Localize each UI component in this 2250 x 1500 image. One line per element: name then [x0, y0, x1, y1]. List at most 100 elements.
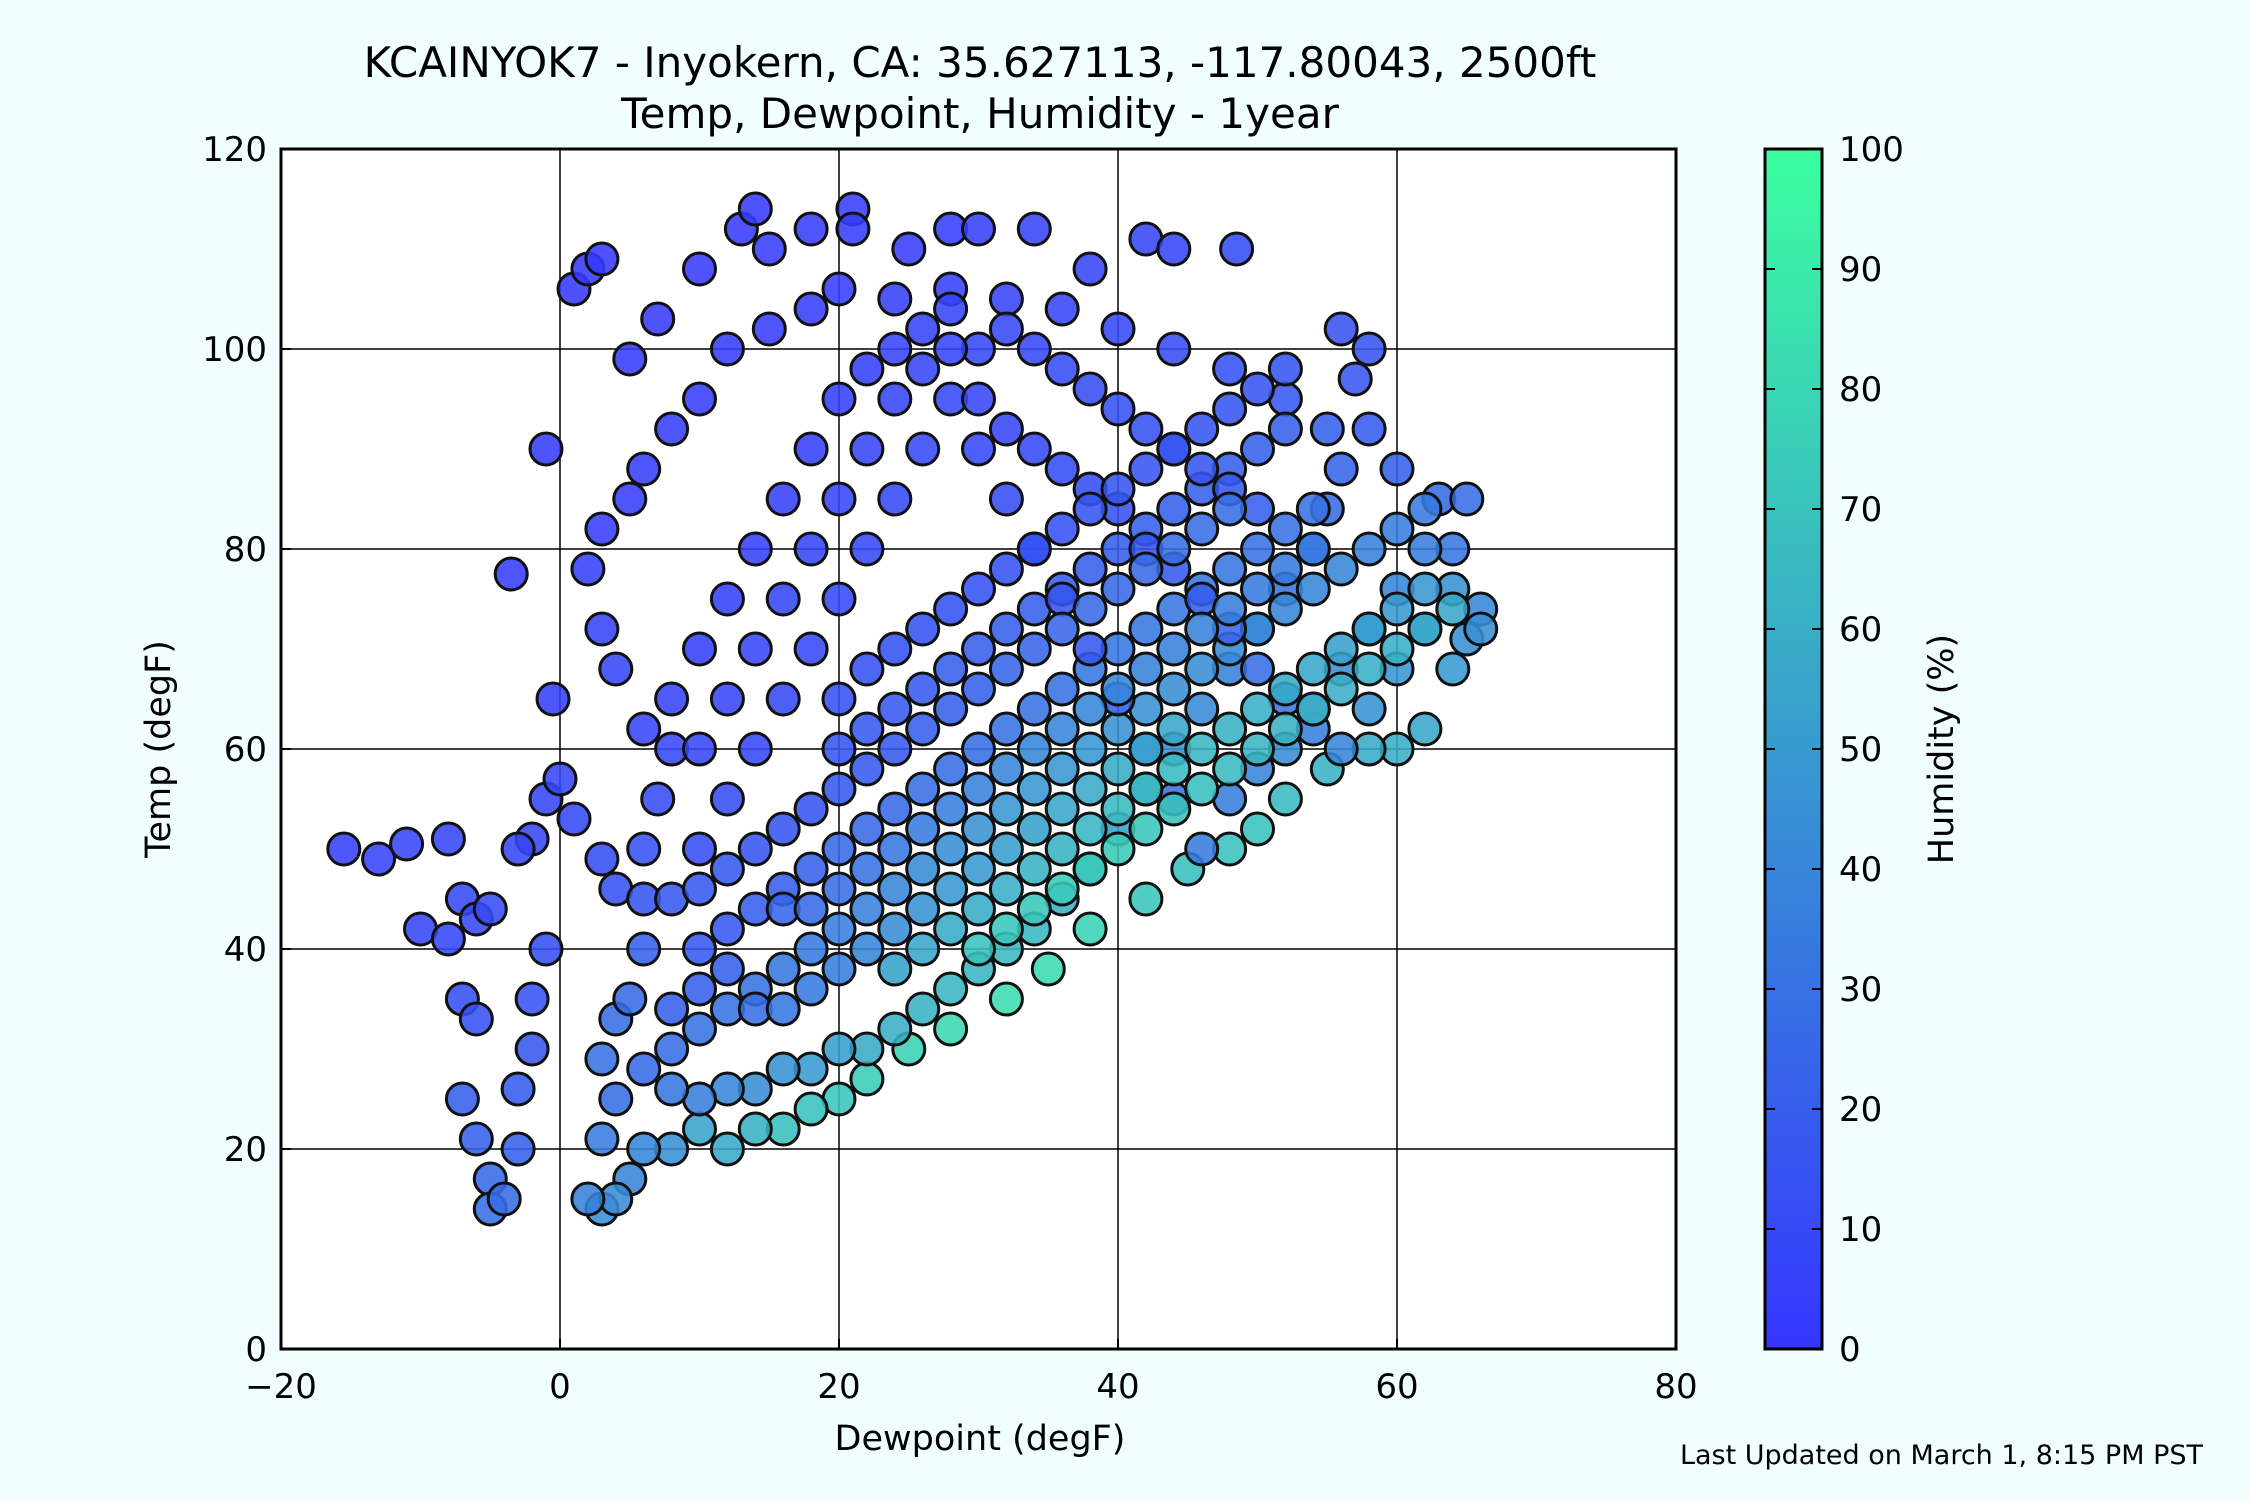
scatter-point-228	[1100, 391, 1136, 427]
scatter-point-323	[1128, 731, 1164, 767]
scatter-point-307	[1184, 511, 1220, 547]
scatter-point-374	[1212, 751, 1248, 787]
scatter-point-157	[988, 791, 1024, 827]
scatter-point-19	[514, 981, 550, 1017]
scatter-point-47	[1072, 251, 1108, 287]
scatter-point-136	[877, 1011, 913, 1047]
scatter-point-337	[1100, 671, 1136, 707]
scatter-point-161	[1100, 711, 1136, 747]
scatter-point-102	[612, 481, 648, 517]
scatter-point-243	[905, 311, 941, 347]
scatter-point-99	[584, 611, 620, 647]
scatter-point-76	[849, 1061, 885, 1097]
scatter-point-293	[793, 791, 829, 827]
scatter-point-338	[1128, 651, 1164, 687]
scatter-point-270	[849, 431, 885, 467]
scatter-point-150	[793, 931, 829, 967]
scatter-point-273	[933, 331, 969, 367]
scatter-point-62	[1407, 711, 1443, 747]
scatter-point-247	[1016, 431, 1052, 467]
scatter-point-176	[905, 771, 941, 807]
scatter-point-313	[849, 931, 885, 967]
scatter-point-290	[1407, 531, 1443, 567]
scatter-point-341	[1212, 591, 1248, 627]
y-axis-ticks: 0 20 40 60 80 100 120	[202, 130, 291, 1370]
scatter-point-135	[905, 991, 941, 1027]
scatter-point-258	[1323, 731, 1359, 767]
scatter-point-263	[1463, 611, 1499, 647]
scatter-point-168	[1295, 571, 1331, 607]
scatter-point-174	[849, 811, 885, 847]
scatter-point-179	[988, 711, 1024, 747]
scatter-point-327	[821, 871, 857, 907]
scatter-point-297	[905, 711, 941, 747]
scatter-point-190	[1295, 491, 1331, 527]
scatter-point-84	[626, 1131, 662, 1167]
scatter-point-315	[905, 891, 941, 927]
scatter-point-169	[1323, 551, 1359, 587]
colorbar-tick-label-2: 20	[1839, 1090, 1882, 1130]
scatter-point-229	[1128, 411, 1164, 447]
scatter-point-22	[500, 831, 536, 867]
scatter-point-218	[821, 581, 857, 617]
scatter-point-332	[961, 771, 996, 807]
scatter-point-201	[961, 631, 996, 667]
scatter-point-298	[933, 691, 969, 727]
scatter-point-89	[584, 1121, 620, 1157]
scatter-point-177	[933, 751, 969, 787]
scatter-point-267	[765, 581, 801, 617]
scatter-point-340	[1184, 611, 1220, 647]
scatter-point-4	[430, 821, 466, 857]
scatter-point-379	[1351, 651, 1387, 687]
scatter-point-382	[1435, 591, 1471, 627]
scatter-point-49	[1156, 231, 1192, 267]
y-axis-label: Temp (degF)	[139, 640, 179, 859]
scatter-point-324	[1156, 711, 1192, 747]
scatter-point-94	[626, 831, 662, 867]
scatter-point-28	[528, 431, 564, 467]
scatter-point-237	[737, 531, 773, 567]
scatter-point-359	[1267, 671, 1303, 707]
x-tick-label-0: −20	[245, 1367, 317, 1407]
scatter-point-24	[542, 761, 578, 797]
scatter-point-113	[1044, 291, 1080, 327]
y-tick-label-0: 0	[245, 1330, 267, 1370]
scatter-point-160	[1072, 731, 1108, 767]
scatter-point-12	[458, 1121, 494, 1157]
last-updated-note: Last Updated on March 1, 8:15 PM PST	[1680, 1440, 2204, 1471]
scatter-point-372	[1156, 791, 1192, 827]
scatter-point-402	[1100, 471, 1136, 507]
scatter-point-328	[849, 851, 885, 887]
scatter-point-344	[1295, 531, 1331, 567]
scatter-point-306	[1156, 531, 1192, 567]
scatter-point-364	[1407, 571, 1443, 607]
scatter-point-336	[1072, 691, 1108, 727]
scatter-point-211	[1240, 431, 1275, 467]
x-axis-ticks: −20 0 20 40 60 80	[245, 1339, 1698, 1407]
scatter-point-271	[877, 381, 913, 417]
scatter-point-57	[1449, 481, 1485, 517]
scatter-point-390	[682, 871, 717, 907]
scatter-point-321	[1072, 771, 1108, 807]
scatter-point-42	[835, 211, 871, 247]
scatter-point-70	[1128, 881, 1164, 917]
scatter-point-220	[877, 481, 913, 517]
scatter-point-15	[486, 1181, 522, 1217]
scatter-point-106	[709, 331, 745, 367]
scatter-point-350	[1016, 851, 1052, 887]
scatter-point-385	[654, 991, 690, 1027]
scatter-point-272	[905, 351, 941, 387]
scatter-point-242	[877, 331, 913, 367]
scatter-point-107	[751, 311, 787, 347]
scatter-point-98	[598, 651, 634, 687]
scatter-point-400	[1044, 511, 1080, 547]
scatter-point-1	[361, 841, 397, 877]
scatter-point-36	[682, 251, 717, 287]
scatter-point-163	[1156, 671, 1192, 707]
y-tick-label-3: 60	[224, 730, 267, 770]
scatter-point-26	[584, 841, 620, 877]
scatter-point-241	[849, 351, 885, 387]
scatter-point-92	[612, 981, 648, 1017]
scatter-point-227	[1072, 371, 1108, 407]
